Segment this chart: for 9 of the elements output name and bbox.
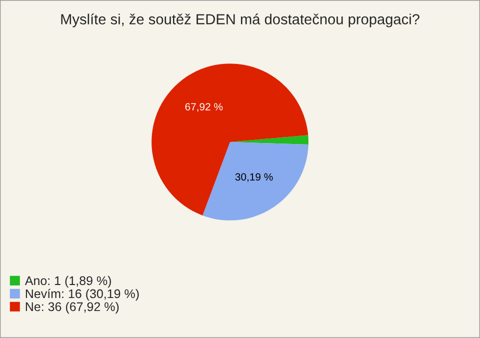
legend-label: Ne: 36 (67,92 %) [26, 302, 119, 314]
data-label: 30,19 % [235, 173, 273, 182]
pie-slice [202, 142, 308, 220]
legend-label: Ano: 1 (1,89 %) [24, 276, 111, 288]
legend-label: Nevím: 16 (30,19 %) [26, 288, 139, 301]
chart-title: Myslíte si, že soutěž EDEN má dostatečnou propagaci? [61, 14, 420, 28]
data-label: 67,92 % [185, 103, 223, 112]
pie-slice [152, 64, 308, 216]
pie-slice [230, 135, 308, 144]
